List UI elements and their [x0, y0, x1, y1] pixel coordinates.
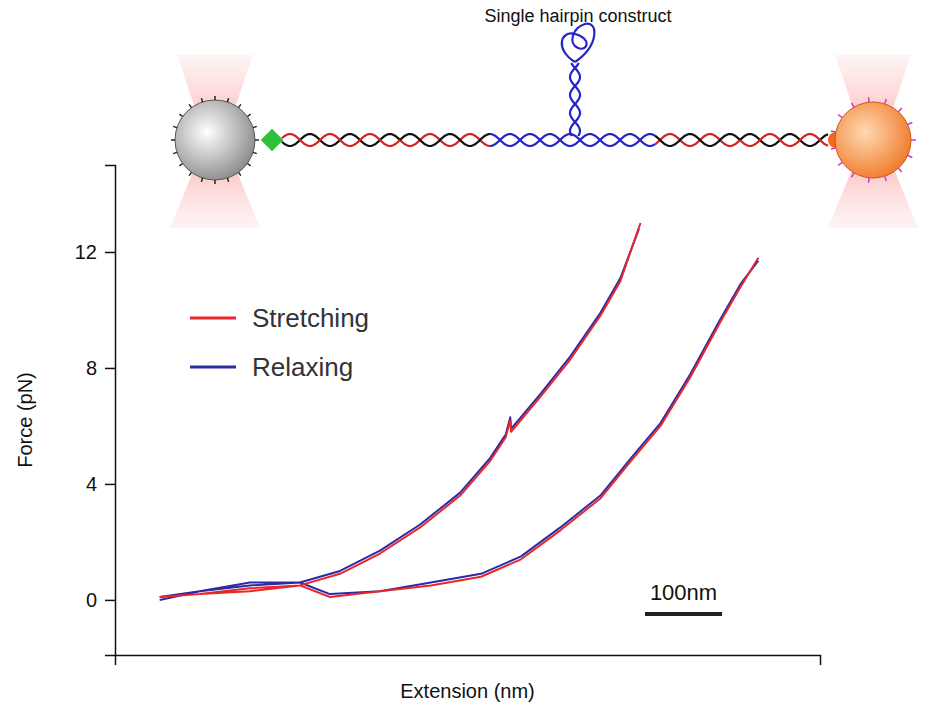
- hairpin-loop: [562, 24, 595, 62]
- bead-coating: [868, 178, 870, 183]
- bead-coating: [838, 115, 842, 118]
- bead-coating: [214, 180, 216, 184]
- y-tick-label: 0: [86, 589, 97, 611]
- bead-coating: [898, 108, 901, 112]
- bead-coating: [239, 172, 241, 175]
- dna-strand: [740, 134, 828, 146]
- y-axis-line: [105, 166, 116, 656]
- bead-left: [175, 100, 255, 180]
- dna-strand: [655, 134, 740, 146]
- bead-coating: [201, 98, 202, 102]
- legend-label: Relaxing: [252, 352, 353, 382]
- legend-swatch: [190, 366, 236, 369]
- bead-coating: [253, 152, 257, 153]
- y-tick-mark: [105, 368, 115, 370]
- scale-bar-label: 100nm: [650, 580, 717, 605]
- dna-strand: [400, 134, 490, 146]
- laser-trap: [170, 55, 260, 228]
- y-tick-label: 12: [75, 241, 97, 263]
- y-tick-label: 8: [86, 357, 97, 379]
- bead-coating: [838, 162, 842, 165]
- x-axis-line: [116, 656, 821, 666]
- dna-strand: [282, 134, 400, 146]
- bead-coating: [831, 131, 836, 132]
- y-axis: 0 4 8 12: [75, 166, 116, 656]
- bead-coating: [189, 172, 191, 175]
- dna-strand: [490, 134, 655, 146]
- bead-coating: [247, 114, 250, 116]
- y-tick: 0: [86, 589, 115, 611]
- bead-coating: [173, 126, 177, 127]
- y-tick: 12: [75, 241, 115, 263]
- data-line: [160, 223, 759, 597]
- y-tick-mark: [105, 600, 115, 602]
- bead-coating: [171, 139, 175, 141]
- bead-coating: [239, 104, 241, 107]
- dna-strand: [740, 134, 828, 146]
- bead-coating: [831, 148, 836, 149]
- bead-coating: [885, 176, 887, 181]
- x-axis-title: Extension (nm): [400, 680, 535, 702]
- legend: Stretching Relaxing: [190, 303, 369, 382]
- figure: Single hairpin construct 0 4 8 12 Force (pN) E…: [0, 0, 930, 708]
- bead-coating: [898, 168, 901, 172]
- bead-coating: [852, 103, 855, 107]
- bead-coating: [179, 114, 182, 116]
- y-tick-mark: [105, 484, 115, 486]
- bead-coating: [255, 139, 259, 141]
- bead-coating: [908, 155, 913, 157]
- construct-diagram: Single hairpin construct: [170, 6, 918, 228]
- bead-coating: [173, 152, 177, 153]
- scale-bar: [645, 612, 722, 616]
- bead-coating: [247, 164, 250, 166]
- dna-strand: [490, 134, 655, 146]
- digoxigenin: [261, 129, 284, 152]
- bead-coating: [868, 97, 870, 102]
- hairpin-strand: [570, 63, 580, 136]
- y-tick: 8: [86, 357, 115, 379]
- y-tick-mark: [105, 252, 115, 254]
- bead-coating: [253, 126, 257, 127]
- y-axis-title: Force (pN): [14, 372, 36, 468]
- bead-coating: [911, 139, 916, 141]
- bead-coating: [189, 104, 191, 107]
- dna-strand: [655, 134, 740, 146]
- bead-coating: [179, 164, 182, 166]
- hairpin-strand: [570, 63, 580, 136]
- legend-label: Stretching: [252, 303, 369, 333]
- bead-coating: [852, 173, 855, 177]
- dna-strand: [400, 134, 490, 146]
- diagram-title: Single hairpin construct: [484, 6, 671, 26]
- laser-trap: [828, 55, 918, 228]
- bead-coating: [227, 98, 228, 102]
- plot-area: [160, 223, 759, 600]
- x-axis: [116, 656, 821, 666]
- bead-coating: [227, 178, 228, 182]
- bead-coating: [885, 99, 887, 104]
- bead-coating: [214, 96, 216, 100]
- y-tick-label: 4: [86, 473, 97, 495]
- legend-swatch: [190, 317, 236, 320]
- bead-coating: [201, 178, 202, 182]
- dna-strand: [282, 134, 400, 146]
- bead-coating: [908, 123, 913, 125]
- y-tick: 4: [86, 473, 115, 495]
- bead-right: [835, 102, 911, 178]
